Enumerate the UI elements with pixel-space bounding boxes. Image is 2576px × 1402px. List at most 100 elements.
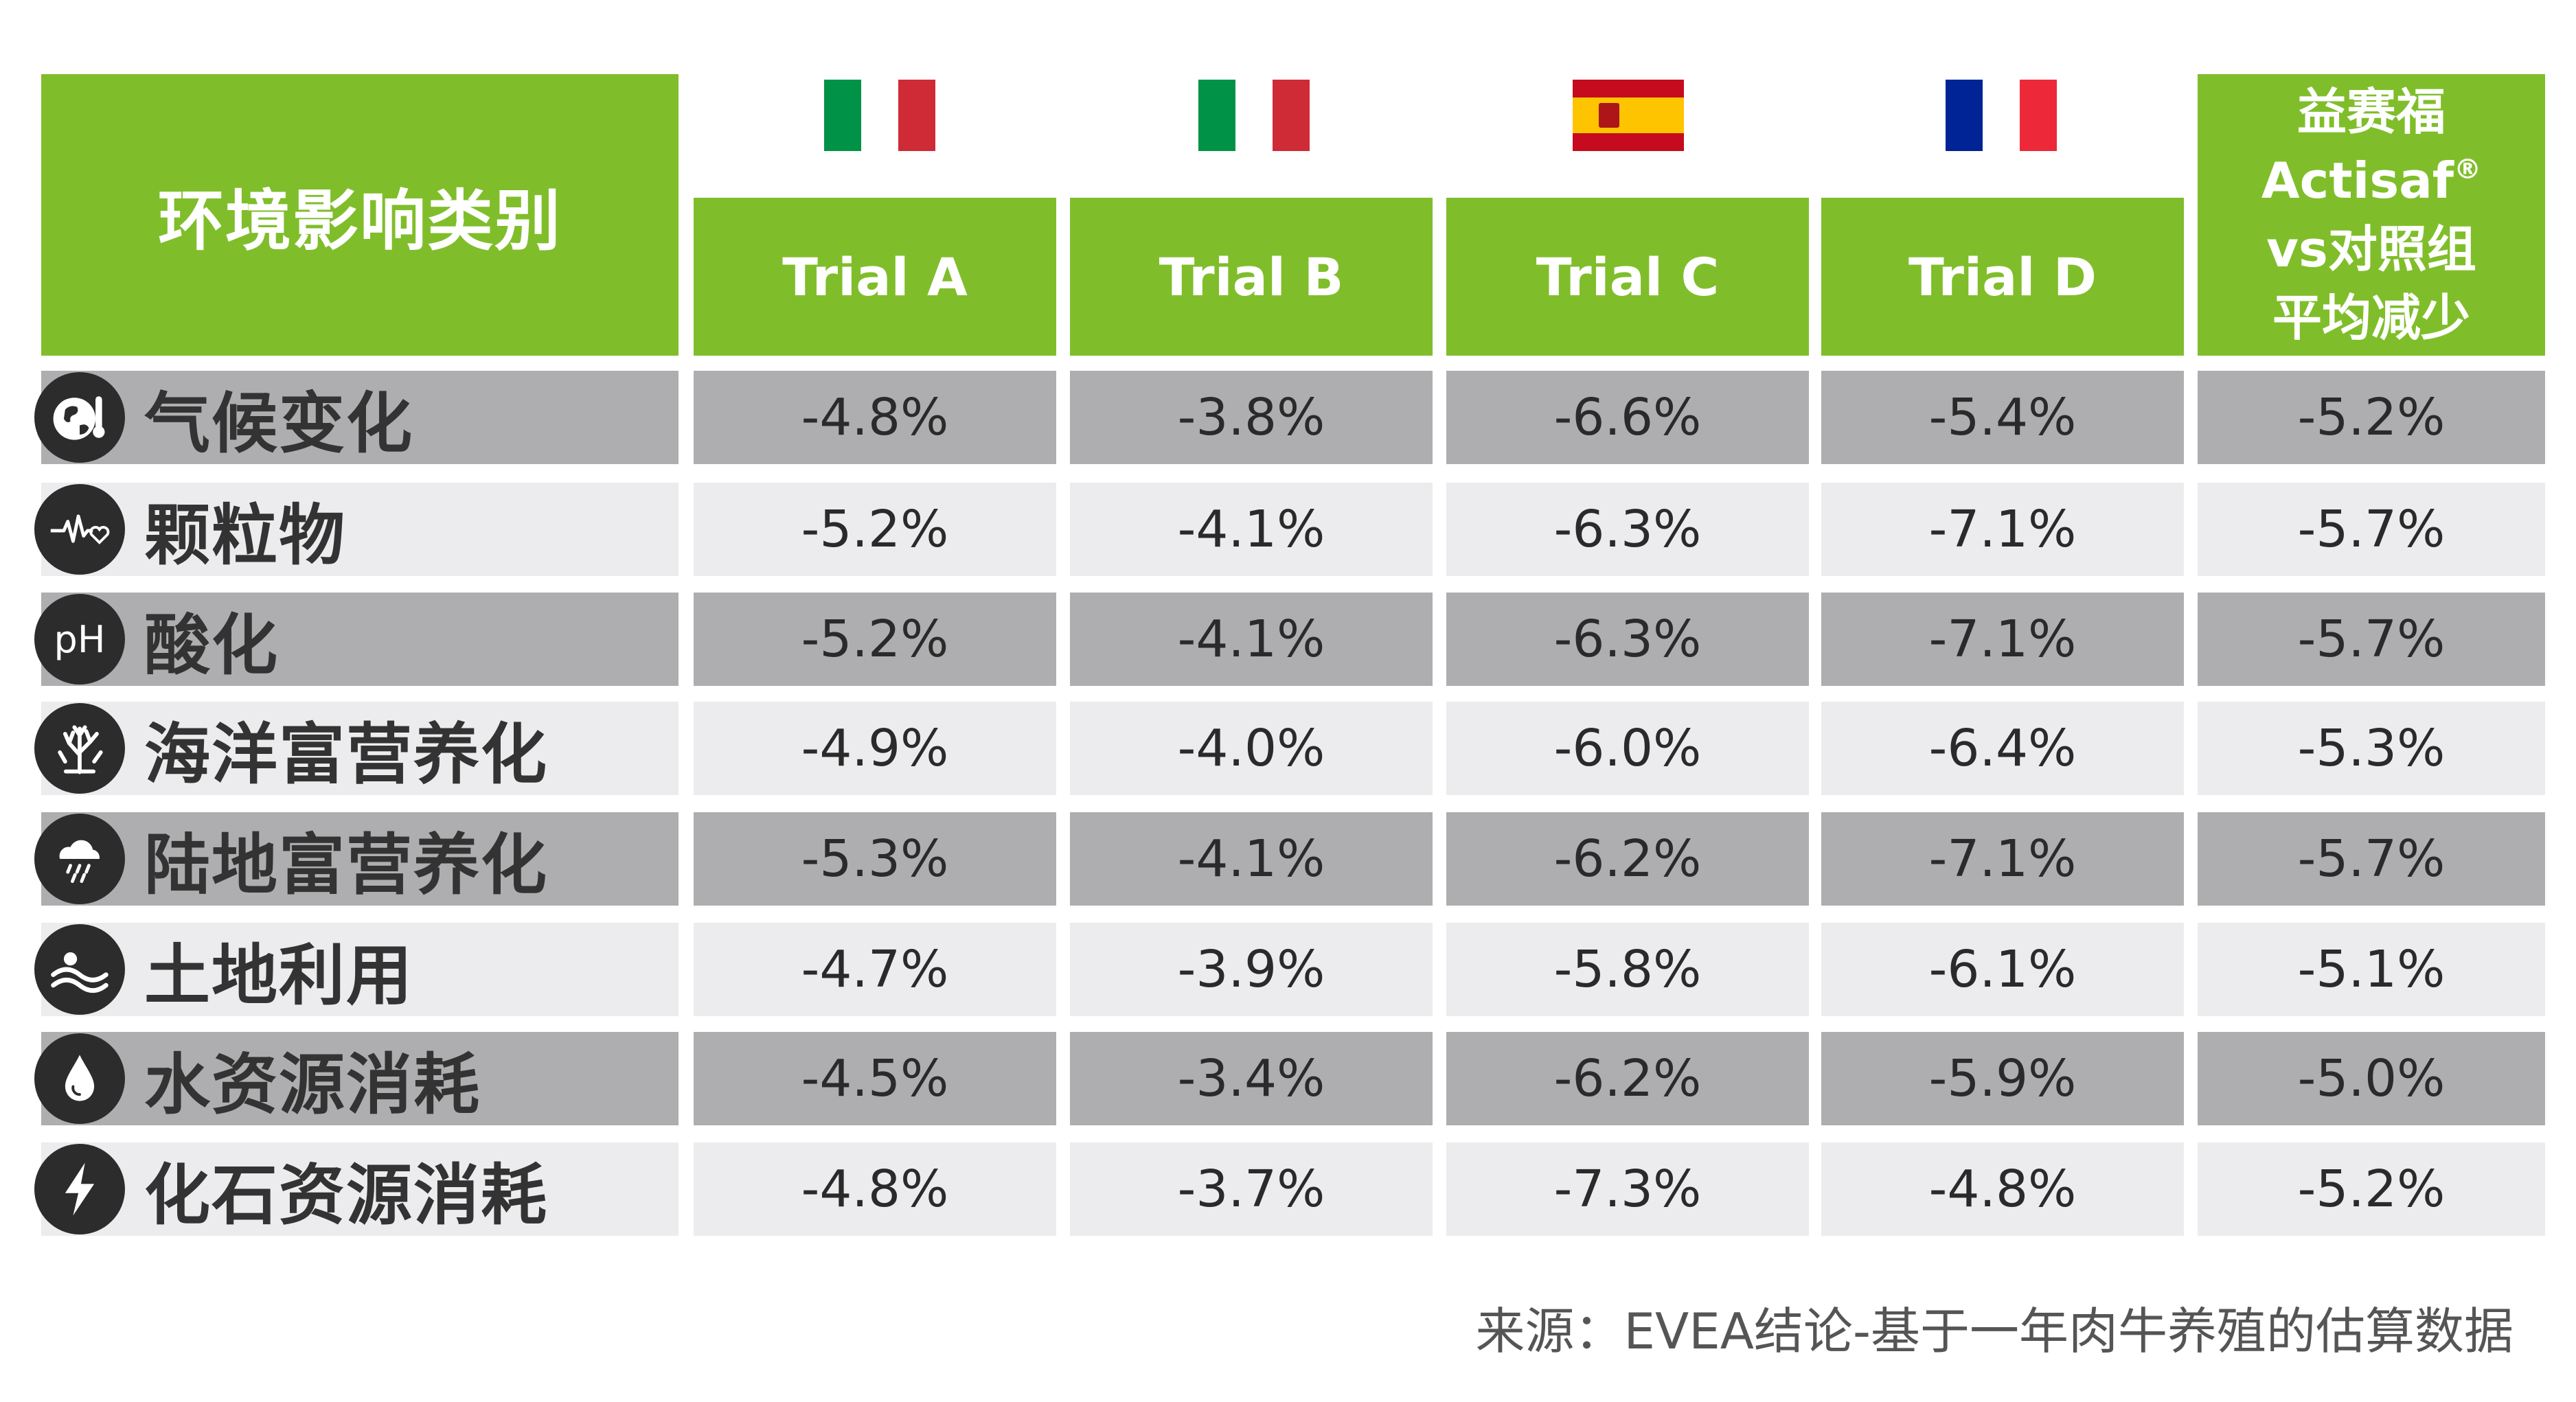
value-cell: -5.2% <box>2198 371 2545 464</box>
value-cell: -4.7% <box>694 923 1056 1016</box>
value-cell: -6.0% <box>1446 702 1809 795</box>
value-cell: -6.2% <box>1446 1032 1809 1125</box>
category-row-label: 气候变化 <box>41 371 679 464</box>
value-cell: -4.1% <box>1070 483 1433 576</box>
value-cell: -4.0% <box>1070 702 1433 795</box>
coral-icon-graphic <box>58 725 103 774</box>
pulse-heart-icon <box>34 484 125 575</box>
category-row-label: 颗粒物 <box>41 483 679 576</box>
value-cell: -5.2% <box>2198 1142 2545 1236</box>
value-cell: -7.1% <box>1821 812 2184 906</box>
flag-trial-d <box>1946 80 2057 151</box>
category-header-label: 环境影响类别 <box>158 182 562 260</box>
flag-stripe <box>1198 80 1235 151</box>
flag-trial-b <box>1198 80 1310 151</box>
value-cell: -6.6% <box>1446 371 1809 464</box>
category-row-label: 陆地富营养化 <box>41 812 679 906</box>
category-name: 酸化 <box>144 606 279 684</box>
land-waves-icon <box>34 924 125 1015</box>
value-cell: -5.2% <box>694 483 1056 576</box>
flag-stripe <box>824 80 861 151</box>
flag-stripe <box>1946 80 1983 151</box>
globe-thermometer-icon-graphic <box>53 396 105 440</box>
value-cell: -5.7% <box>2198 812 2545 906</box>
category-row-label: 土地利用 <box>41 923 679 1016</box>
value-cell: -6.1% <box>1821 923 2184 1016</box>
value-cell: -4.5% <box>694 1032 1056 1125</box>
water-drop-icon <box>34 1033 125 1124</box>
rain-cloud-icon-graphic <box>59 840 100 884</box>
value-cell: -6.4% <box>1821 702 2184 795</box>
value-cell: -4.8% <box>694 1142 1056 1236</box>
pulse-heart-icon-graphic <box>50 514 110 544</box>
rain-cloud-icon <box>34 814 125 904</box>
value-cell: -7.1% <box>1821 593 2184 686</box>
value-cell: -3.9% <box>1070 923 1433 1016</box>
value-cell: -5.3% <box>694 812 1056 906</box>
source-note: 来源：EVEA结论-基于一年肉牛养殖的估算数据 <box>961 1291 2514 1360</box>
value-cell: -4.9% <box>694 702 1056 795</box>
flag-stripe <box>1983 80 2020 151</box>
flag-stripe <box>861 80 898 151</box>
header-trial-b: Trial B <box>1070 198 1433 356</box>
value-cell: -5.1% <box>2198 923 2545 1016</box>
category-name: 海洋富营养化 <box>144 715 548 793</box>
value-cell: -4.8% <box>1821 1142 2184 1236</box>
header-trial-c-label: Trial C <box>1536 246 1720 308</box>
value-cell: -7.1% <box>1821 483 2184 576</box>
value-cell: -4.1% <box>1070 593 1433 686</box>
category-row-label: 水资源消耗 <box>41 1032 679 1125</box>
value-cell: -5.7% <box>2198 483 2545 576</box>
flag-stripe <box>898 80 935 151</box>
value-cell: -3.8% <box>1070 371 1433 464</box>
header-average-line3: vs对照组 <box>2266 220 2476 278</box>
header-average-line4: 平均减少 <box>2272 289 2470 347</box>
category-name: 化石资源消耗 <box>144 1156 548 1234</box>
category-name: 气候变化 <box>144 384 413 462</box>
flag-trial-c <box>1573 80 1684 151</box>
water-drop-icon-graphic <box>65 1055 95 1101</box>
value-cell: -7.3% <box>1446 1142 1809 1236</box>
header-trial-a: Trial A <box>694 198 1056 356</box>
header-average-line2: Actisaf® <box>2261 146 2481 215</box>
flag-stripe <box>1235 80 1273 151</box>
value-cell: -6.2% <box>1446 812 1809 906</box>
lightning-icon <box>34 1144 125 1234</box>
land-waves-icon-graphic <box>51 952 109 993</box>
header-average-brand: Actisaf <box>2261 152 2454 209</box>
value-cell: -6.3% <box>1446 483 1809 576</box>
value-cell: -3.7% <box>1070 1142 1433 1236</box>
spain-coat-of-arms <box>1599 103 1619 128</box>
flag-stripe <box>1273 80 1310 151</box>
ph-icon-text: pH <box>54 617 106 661</box>
header-trial-d: Trial D <box>1821 198 2184 356</box>
coral-icon <box>34 703 125 794</box>
category-name: 水资源消耗 <box>144 1046 481 1123</box>
value-cell: -5.9% <box>1821 1032 2184 1125</box>
value-cell: -5.4% <box>1821 371 2184 464</box>
value-cell: -5.2% <box>694 593 1056 686</box>
category-header: 环境影响类别 <box>41 74 679 356</box>
category-name: 颗粒物 <box>144 496 346 574</box>
value-cell: -4.1% <box>1070 812 1433 906</box>
value-cell: -6.3% <box>1446 593 1809 686</box>
globe-thermometer-icon <box>34 372 125 463</box>
flag-stripe <box>1573 97 1684 133</box>
category-row-label: 酸化 <box>41 593 679 686</box>
value-cell: -5.0% <box>2198 1032 2545 1125</box>
flag-stripe <box>2020 80 2057 151</box>
flag-stripe <box>1573 80 1684 97</box>
value-cell: -5.8% <box>1446 923 1809 1016</box>
ph-icon: pH <box>34 594 125 685</box>
header-trial-c: Trial C <box>1446 198 1809 356</box>
value-cell: -4.8% <box>694 371 1056 464</box>
value-cell: -3.4% <box>1070 1032 1433 1125</box>
category-name: 陆地富营养化 <box>144 826 548 904</box>
category-row-label: 海洋富营养化 <box>41 702 679 795</box>
header-trial-b-label: Trial B <box>1159 246 1344 308</box>
flag-stripe <box>1573 133 1684 151</box>
header-average: 益赛福 Actisaf® vs对照组 平均减少 <box>2198 74 2545 356</box>
category-name: 土地利用 <box>144 936 413 1014</box>
category-row-label: 化石资源消耗 <box>41 1142 679 1236</box>
lightning-icon-graphic <box>65 1162 95 1216</box>
